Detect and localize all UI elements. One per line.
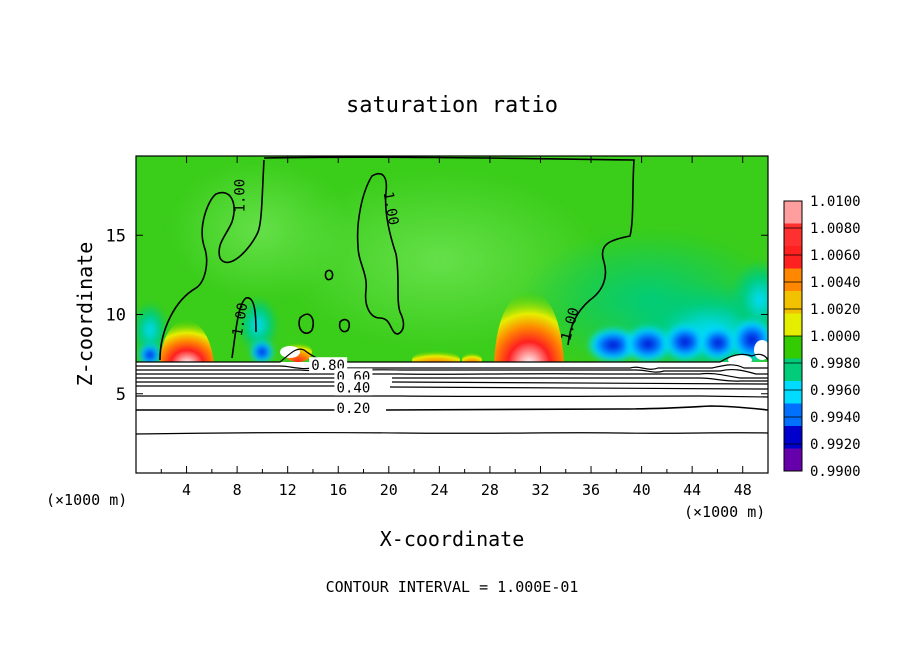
y-tick-label: 10 — [106, 306, 126, 326]
field-light-region — [170, 160, 350, 300]
contour-label: 1.00 — [230, 301, 252, 337]
contour-line-0.10 — [136, 431, 768, 435]
field-dry-blob — [624, 325, 672, 363]
field-moist-plume — [494, 290, 564, 364]
colorbar-level-label: 0.9900 — [810, 464, 861, 480]
colorbar-swatch — [784, 246, 802, 269]
field-dry-blob — [698, 325, 738, 361]
contour-label-layer: 1.00 1.001.00 1.000.800.600.400.20 — [230, 179, 583, 417]
lower-layer — [136, 362, 768, 473]
x-tick-label: 4 — [182, 481, 191, 499]
contour-label-text: 1.00 — [380, 190, 402, 226]
colorbar-level-label: 0.9960 — [810, 383, 861, 399]
colorbar-level-label: 0.9940 — [810, 410, 861, 426]
plot-area: 1.00 1.001.00 1.000.800.600.400.20 — [136, 156, 768, 473]
field-dry-blob — [587, 327, 639, 363]
colorbar-swatch — [784, 426, 802, 449]
contour-line-1.00 — [231, 297, 257, 359]
x-axis-title: X-coordinate — [380, 527, 525, 551]
field-dry-blob — [250, 340, 274, 364]
colorbar-level-label: 1.0020 — [810, 302, 861, 318]
colorbar-swatch — [784, 291, 802, 314]
x-tick-label: 48 — [734, 481, 752, 499]
x-tick-label: 16 — [329, 481, 347, 499]
contour-line-0.60 — [136, 377, 768, 382]
y-axis: 5 10 15 — [106, 226, 768, 405]
contour-lines — [136, 156, 768, 435]
colorbar-swatch — [784, 223, 802, 247]
contour-label-text: 0.40 — [337, 380, 371, 396]
x-tick-label: 28 — [481, 481, 499, 499]
contour-line-1.00 — [324, 269, 334, 281]
contour-line-1.00 — [263, 156, 635, 346]
contour-line-1.00 — [159, 159, 265, 361]
x-tick-label: 12 — [279, 481, 297, 499]
field-dry-blob — [138, 343, 162, 367]
x-tick-label: 8 — [233, 481, 242, 499]
field-dry-blob — [663, 323, 707, 361]
x-tick-label: 24 — [430, 481, 448, 499]
contour-label-text: 0.20 — [337, 401, 371, 417]
colorbar-swatch — [784, 448, 802, 472]
chart-title: saturation ratio — [346, 93, 558, 118]
contour-label-text: 1.00 — [233, 179, 249, 213]
colorbar-level-label: 0.9980 — [810, 356, 861, 372]
contour-label-text: 1.00 — [230, 301, 252, 337]
x-tick-label: 40 — [633, 481, 651, 499]
colorbar-swatch — [784, 313, 802, 337]
contour-line-0.80 — [136, 364, 768, 370]
field-moist-plume — [160, 318, 214, 364]
contour-line-0.20 — [136, 405, 768, 411]
x-unit-label-right: (×1000 m) — [684, 503, 765, 521]
contour-interval-note: CONTOUR INTERVAL = 1.000E-01 — [326, 578, 579, 596]
field-cyan-region — [238, 297, 278, 353]
x-tick-label: 20 — [380, 481, 398, 499]
contour-line-1.00 — [338, 318, 351, 333]
contour-line-0.40 — [136, 385, 768, 390]
x-axis: 4 8 12 16 20 24 28 32 36 40 44 48 — [160, 156, 752, 499]
x-tick-label: 44 — [683, 481, 701, 499]
colorbar-level-label: 1.0080 — [810, 221, 861, 237]
contour-line-0.70 — [136, 372, 768, 379]
contour-label-bg — [334, 400, 373, 417]
colorbar-level-label: 1.0060 — [810, 248, 861, 264]
y-axis-title: Z-coordinate — [73, 242, 97, 387]
contour-label-bg — [334, 379, 373, 396]
contour-label: 0.20 — [334, 400, 373, 417]
colorbar-swatch — [784, 358, 802, 382]
x-unit-label-left: (×1000 m) — [46, 491, 127, 509]
field-unsaturated-patch — [754, 340, 768, 360]
colorbar-swatch — [784, 336, 802, 359]
contour-line-1.00 — [298, 313, 315, 334]
colorbar-swatch — [784, 381, 802, 404]
colorbar-level-label: 0.9920 — [810, 437, 861, 453]
colorbar: 1.0100 1.0080 1.0060 1.0040 1.0020 1.0000 0.99… — [783, 194, 861, 480]
contour-label: 1.00 — [380, 190, 402, 226]
colorbar-swatch — [784, 403, 802, 427]
colorbar-level-label: 1.0040 — [810, 275, 861, 291]
x-tick-label: 36 — [582, 481, 600, 499]
y-tick-label: 5 — [116, 385, 126, 405]
colorbar-level-label: 1.0100 — [810, 194, 861, 210]
y-tick-label: 15 — [106, 226, 126, 246]
field-cyan-region — [136, 302, 168, 358]
contour-line-0.50 — [136, 381, 768, 385]
contour-line-1.00 — [356, 172, 405, 335]
contour-line-0.30 — [136, 395, 768, 398]
contour-label: 0.40 — [334, 379, 373, 396]
x-tick-label: 32 — [531, 481, 549, 499]
colorbar-swatch — [784, 268, 802, 292]
field-unsaturated-patch — [280, 346, 300, 358]
colorbar-level-label: 1.0000 — [810, 329, 861, 345]
contour-label: 1.00 — [233, 179, 249, 213]
colorbar-swatch — [784, 201, 802, 224]
